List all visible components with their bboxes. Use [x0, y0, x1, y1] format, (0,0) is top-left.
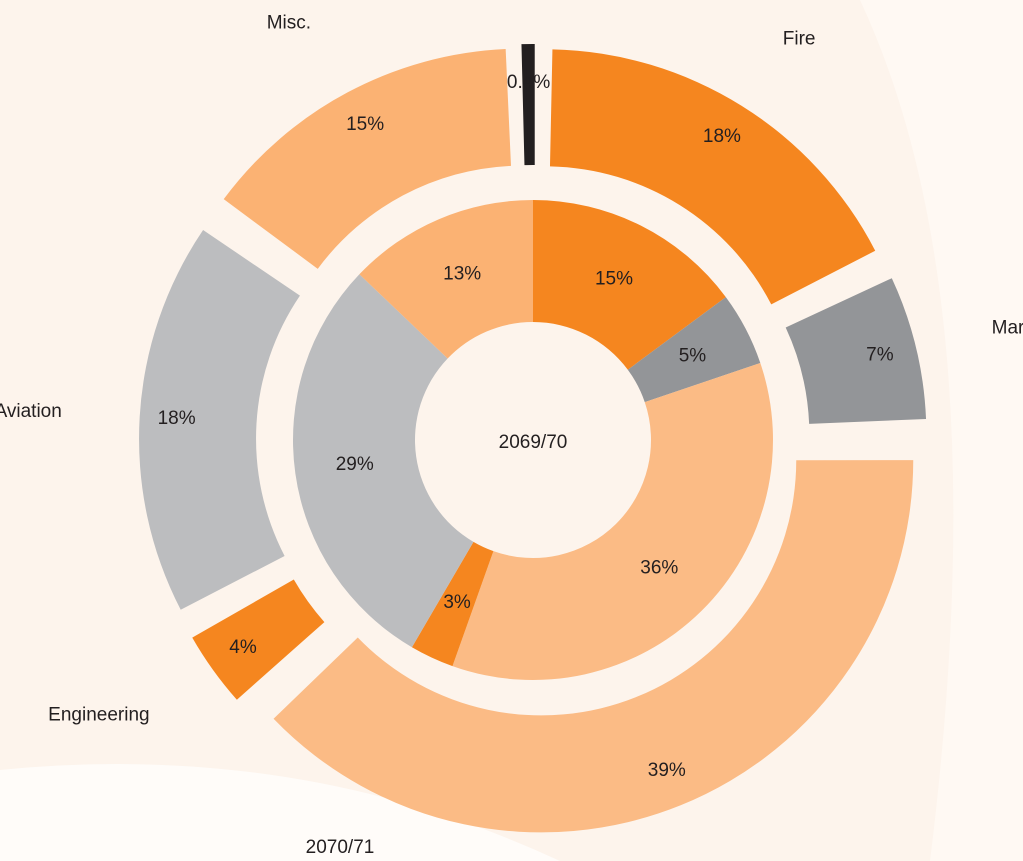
wedge — [223, 48, 511, 269]
outer-ring-name: 2070/71 — [306, 837, 375, 858]
value-label: 0.4% — [507, 72, 550, 93]
category-label: Fire — [783, 29, 816, 50]
wedge — [273, 460, 914, 833]
background-shape — [860, 0, 1023, 861]
value-label: 36% — [640, 557, 678, 578]
value-label: 15% — [595, 268, 633, 289]
inner-ring-name: 2069/70 — [499, 432, 568, 453]
value-label: 39% — [648, 760, 686, 781]
value-label: 18% — [703, 126, 741, 147]
value-label: 29% — [336, 454, 374, 475]
wedge — [549, 49, 876, 305]
category-label: Engineering — [48, 704, 149, 725]
wedge — [533, 200, 726, 370]
value-label: 5% — [679, 346, 707, 367]
wedge — [293, 274, 474, 648]
rings — [139, 44, 927, 833]
value-label: 15% — [346, 114, 384, 135]
value-label: 3% — [443, 592, 471, 613]
wedge — [452, 363, 773, 680]
category-label: Misc. — [267, 12, 311, 33]
wedge — [627, 297, 761, 403]
background-shape — [0, 764, 560, 861]
wedge — [359, 200, 533, 359]
wedge — [192, 579, 325, 700]
value-label: 4% — [229, 637, 257, 658]
value-label: 7% — [866, 345, 894, 366]
wedge — [411, 541, 494, 667]
category-label: Aviation — [0, 401, 62, 422]
value-label: 13% — [443, 264, 481, 285]
value-label: 18% — [158, 408, 196, 429]
category-label: Marine — [992, 317, 1023, 338]
wedge — [785, 278, 927, 424]
wedge — [521, 44, 535, 166]
wedge — [139, 230, 300, 610]
